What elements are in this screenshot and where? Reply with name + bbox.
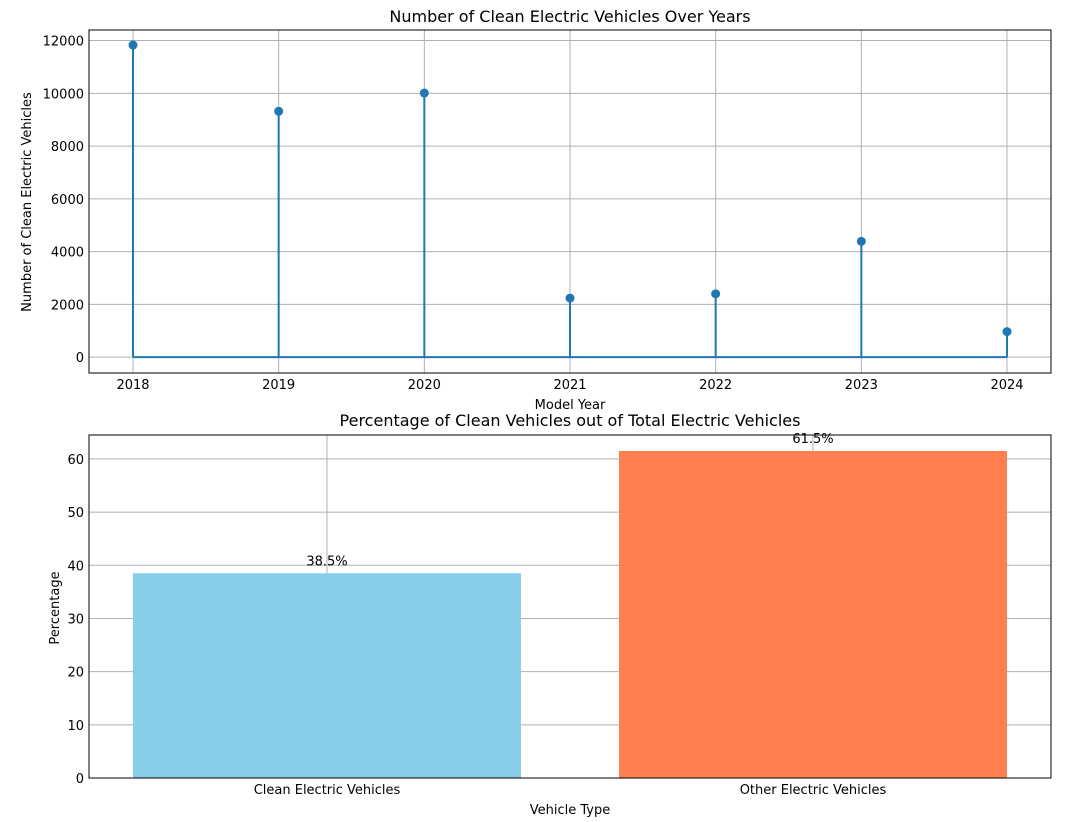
- stem-marker: [565, 293, 575, 303]
- y-tick-label: 40: [67, 559, 84, 574]
- y-tick-label: 10: [67, 719, 84, 734]
- bar: [619, 450, 1007, 778]
- chart-title: Number of Clean Electric Vehicles Over Y…: [389, 7, 750, 26]
- x-tick-label: Other Electric Vehicles: [740, 783, 887, 798]
- plot-frame: [88, 434, 1052, 779]
- y-tick-label: 2000: [51, 298, 84, 313]
- x-tick-label: 2021: [553, 378, 586, 393]
- x-tick-label: 2018: [116, 378, 149, 393]
- stem-marker: [419, 88, 429, 98]
- plot-frame: [88, 29, 1052, 374]
- y-tick-label: 0: [76, 351, 84, 366]
- y-tick-label: 10000: [43, 87, 84, 102]
- y-axis-label: Number of Clean Electric Vehicles: [20, 92, 35, 312]
- x-tick-label: 2019: [262, 378, 295, 393]
- y-axis-label: Percentage: [48, 571, 63, 644]
- y-tick-label: 50: [67, 506, 84, 521]
- bar-chart: Percentage of Clean Vehicles out of Tota…: [48, 411, 1052, 818]
- stem-marker: [128, 40, 138, 50]
- stem-marker: [274, 106, 284, 116]
- x-axis-label: Vehicle Type: [530, 803, 610, 818]
- x-tick-label: 2020: [408, 378, 441, 393]
- bar: [133, 573, 521, 778]
- x-axis-label: Model Year: [535, 398, 606, 413]
- y-tick-label: 0: [76, 772, 84, 787]
- y-tick-label: 12000: [43, 35, 84, 50]
- x-tick-label: 2024: [990, 378, 1023, 393]
- data-label: 38.5%: [306, 554, 347, 569]
- y-tick-label: 60: [67, 453, 84, 468]
- stem-chart: Number of Clean Electric Vehicles Over Y…: [20, 7, 1052, 413]
- y-tick-label: 6000: [51, 193, 84, 208]
- x-tick-label: Clean Electric Vehicles: [254, 783, 401, 798]
- y-tick-label: 20: [67, 666, 84, 681]
- stem-marker: [856, 236, 866, 246]
- y-tick-label: 30: [67, 612, 84, 627]
- stem-marker: [711, 289, 721, 299]
- chart-title: Percentage of Clean Vehicles out of Tota…: [340, 411, 801, 430]
- data-label: 61.5%: [792, 432, 833, 447]
- x-tick-label: 2023: [845, 378, 878, 393]
- y-tick-label: 4000: [51, 246, 84, 261]
- x-tick-label: 2022: [699, 378, 732, 393]
- y-tick-label: 8000: [51, 140, 84, 155]
- stem-marker: [1002, 327, 1012, 337]
